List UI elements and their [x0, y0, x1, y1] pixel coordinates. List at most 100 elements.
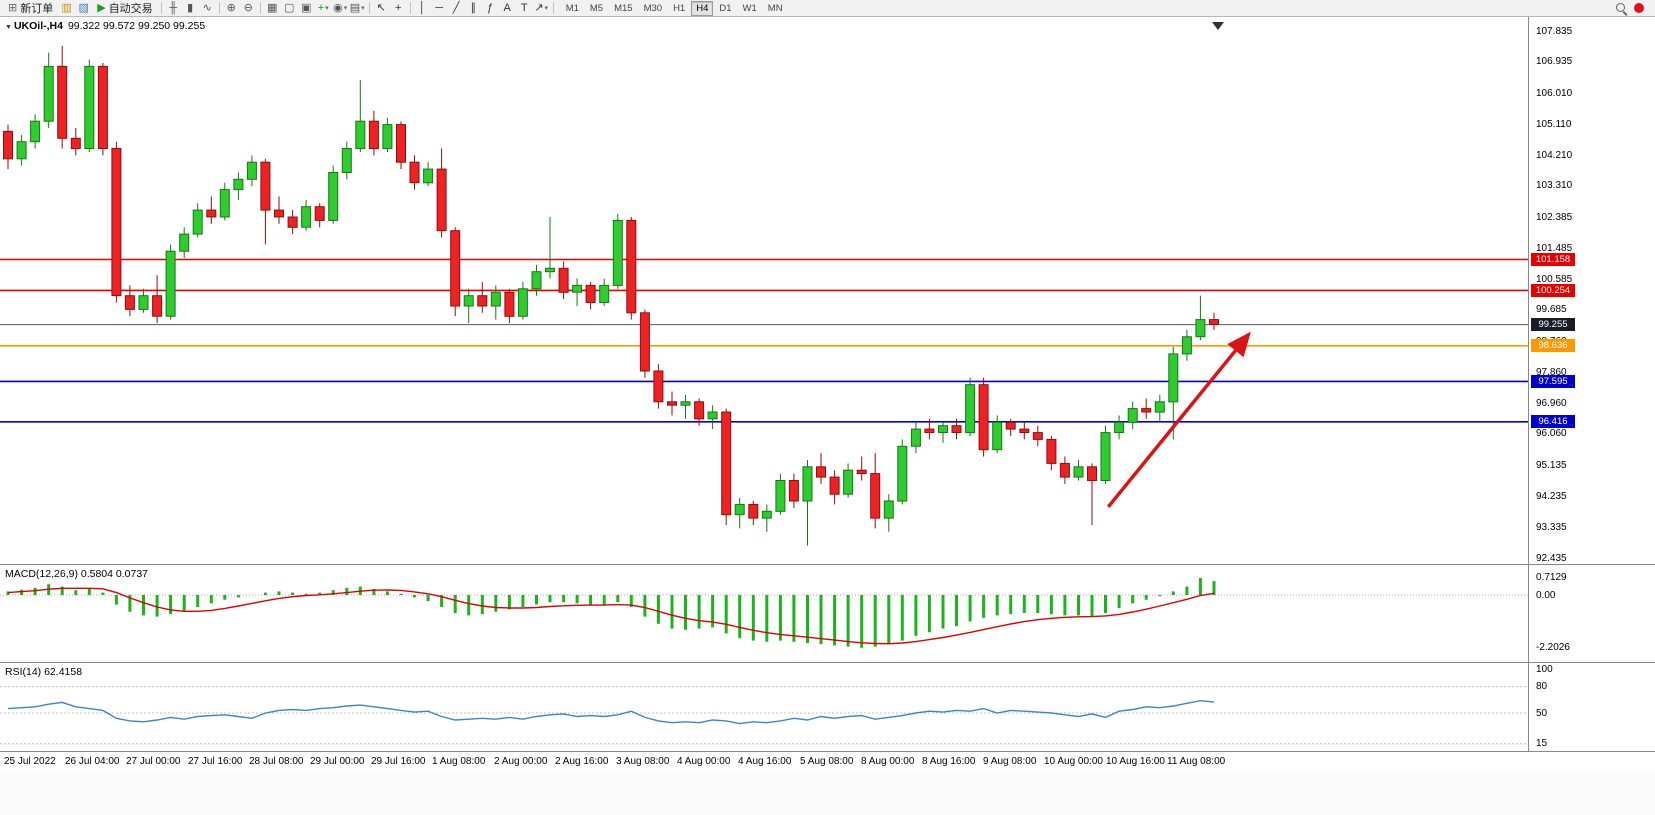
time-axis-label: 25 Jul 2022 [4, 756, 56, 767]
time-axis-label: 3 Aug 08:00 [616, 756, 670, 767]
timeframe-d1-button[interactable]: D1 [719, 2, 732, 14]
price-level-badge[interactable]: 96.416 [1531, 415, 1575, 429]
macd-axis-label: 0.7129 [1536, 572, 1567, 584]
rsi-axis-label: 50 [1536, 707, 1548, 719]
price-axis-label: 92.435 [1536, 552, 1567, 564]
crosshair-icon[interactable]: + [390, 0, 407, 16]
bar-chart-type-glyph-icon: ╫ [169, 1, 178, 14]
dropdown-caret-icon: ▾ [361, 5, 365, 12]
time-axis-label: 2 Aug 16:00 [555, 756, 609, 767]
rsi-axis-label: 80 [1536, 681, 1548, 693]
timeframe-h1-button[interactable]: H1 [673, 2, 686, 14]
new-chart-glyph-icon: ▢ [283, 1, 295, 14]
symbol-timeframe-label: UKOil-,H4 [13, 20, 63, 32]
price-level-badge[interactable]: 101.158 [1531, 253, 1575, 266]
candlestick-type-icon[interactable]: ▮ [182, 0, 199, 16]
dropdown-caret-icon: ▾ [544, 5, 549, 12]
macd-axis[interactable]: 0.7129 0.00 -2.2026 [1528, 565, 1655, 663]
arrows-tool-icon[interactable]: ↗ ▾ [533, 0, 550, 16]
crosshair-glyph-icon: + [394, 1, 402, 14]
timeframe-m1-button[interactable]: M1 [565, 2, 579, 14]
trend-arrow[interactable] [1106, 331, 1251, 508]
data-window-icon[interactable]: ▧ [75, 0, 92, 16]
timeframe-mn-button[interactable]: MN [767, 2, 783, 14]
data-window-glyph-icon: ▧ [78, 1, 89, 14]
indicators-glyph-icon: + [317, 1, 325, 14]
toolbar-separator [259, 2, 261, 14]
bottom-margin [0, 770, 1655, 815]
price-axis-label: 99.685 [1536, 304, 1567, 316]
price-axis-label: 102.385 [1536, 212, 1573, 223]
time-axis-label: 10 Aug 00:00 [1044, 756, 1103, 767]
zoom-out-icon[interactable]: ⊖ [240, 0, 257, 16]
cascade-windows-icon[interactable]: ▣ [298, 0, 315, 16]
cursor-icon[interactable]: ↖ [373, 0, 390, 16]
rsi-axis-label: 15 [1536, 738, 1548, 750]
indicators-icon[interactable]: + ▾ [315, 0, 332, 16]
ohlc-label: 99.322 99.572 99.250 99.255 [67, 20, 206, 32]
new-order-icon: ⊞ [8, 1, 18, 14]
macd-label: MACD(12,26,9) 0.5804 0.0737 [5, 568, 149, 580]
one-click-trading-caret-icon[interactable]: ▼ [5, 24, 12, 31]
tile-windows-glyph-icon: ▦ [266, 1, 278, 14]
time-axis-label: 9 Aug 08:00 [983, 756, 1037, 767]
periods-icon[interactable]: ◉ ▾ [332, 0, 349, 16]
zoom-in-icon[interactable]: ⊕ [223, 0, 240, 16]
cursor-glyph-icon: ↖ [376, 1, 386, 14]
arrows-tool-glyph-icon: ↗ [534, 1, 544, 14]
macd-axis-label: 0.00 [1536, 589, 1556, 601]
bar-chart-type-icon[interactable]: ╫ [165, 0, 182, 16]
notification-badge[interactable] [1634, 3, 1644, 13]
macd-chart-svg[interactable] [0, 565, 1528, 662]
toolbar-separator [160, 2, 162, 14]
vertical-line-icon[interactable]: │ [414, 0, 431, 16]
time-axis-label: 27 Jul 00:00 [126, 756, 181, 767]
line-chart-type-icon[interactable]: ∿ [199, 0, 216, 16]
new-chart-icon[interactable]: ▢ [281, 0, 298, 16]
price-axis-label: 96.060 [1536, 428, 1567, 440]
price-chart-area[interactable]: ▼ UKOil-,H4 99.322 99.572 99.250 99.255 [0, 17, 1528, 565]
rsi-chart-svg[interactable] [0, 663, 1528, 751]
price-level-badge[interactable]: 100.254 [1531, 283, 1575, 297]
text-tool-icon[interactable]: A [499, 0, 516, 16]
chart-shift-marker-icon[interactable] [1212, 22, 1224, 30]
timeframe-m15-button[interactable]: M15 [614, 2, 633, 14]
macd-signal-line [7, 587, 1215, 645]
tile-windows-icon[interactable]: ▦ [264, 0, 281, 16]
cascade-windows-glyph-icon: ▣ [300, 1, 312, 14]
price-level-badge[interactable]: 98.636 [1531, 339, 1575, 353]
price-level-badge[interactable]: 99.255 [1531, 318, 1575, 332]
timeframe-m5-button[interactable]: M5 [589, 2, 604, 14]
price-axis-label: 93.335 [1536, 521, 1567, 533]
dropdown-caret-icon: ▾ [343, 5, 348, 12]
search-icon[interactable] [1613, 0, 1630, 16]
fibonacci-icon[interactable]: ƒ [482, 0, 499, 16]
timeframe-m30-button[interactable]: M30 [643, 2, 663, 14]
price-axis-label: 100.585 [1536, 273, 1573, 285]
templates-icon[interactable]: ▤ ▾ [349, 0, 366, 16]
fibonacci-glyph-icon: ƒ [487, 1, 494, 14]
time-axis[interactable]: 25 Jul 2022 26 Jul 04:00 27 Jul 00:00 27 Ju… [0, 752, 1655, 770]
price-level-badge[interactable]: 97.595 [1531, 374, 1575, 388]
toolbar: ⊞ 新订单 ▥ ▧ ▶ 自动交易 ╫ ▮ ∿ ⊕ ⊖ ▦ ▢ ▣ + ▾ ◉ ▾ ▤ ▾ ↖ + │ ─ ╱ ∥ ƒ A T ↗ ▾ M1 M5… [0, 0, 1655, 17]
label-tool-icon[interactable]: T [516, 0, 533, 16]
channel-icon[interactable]: ∥ [465, 0, 482, 16]
macd-pane[interactable]: MACD(12,26,9) 0.5804 0.0737 [0, 565, 1528, 663]
time-axis-label: 4 Aug 16:00 [738, 756, 792, 767]
price-chart-svg[interactable] [0, 17, 1528, 564]
line-chart-type-glyph-icon: ∿ [202, 1, 212, 14]
rsi-pane[interactable]: RSI(14) 62.4158 [0, 663, 1528, 752]
trendline-icon[interactable]: ╱ [448, 0, 465, 16]
timeframe-w1-button[interactable]: W1 [742, 2, 757, 14]
zoom-out-glyph-icon: ⊖ [243, 1, 253, 14]
horizontal-line-icon[interactable]: ─ [431, 0, 448, 16]
price-axis[interactable]: 107.835 106.935 106.010 105.110 104.210 103.3… [1528, 17, 1655, 565]
market-watch-icon[interactable]: ▥ [58, 0, 75, 16]
toolbar-separator [409, 2, 411, 14]
new-order-button[interactable]: ⊞ 新订单 [3, 0, 58, 16]
toolbar-separator [552, 2, 554, 14]
rsi-axis[interactable]: 100 80 50 15 [1528, 663, 1655, 752]
timeframe-h4-button[interactable]: H4 [691, 0, 714, 16]
autotrading-button[interactable]: ▶ 自动交易 [92, 0, 157, 16]
